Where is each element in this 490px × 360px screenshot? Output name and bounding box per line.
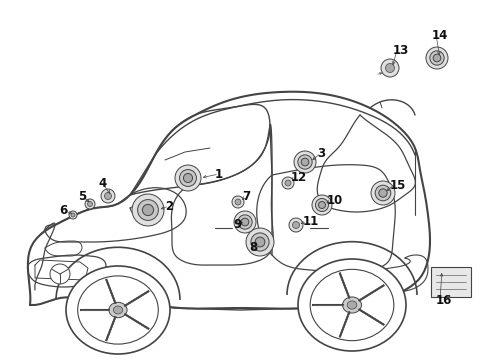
Circle shape xyxy=(298,155,312,169)
Circle shape xyxy=(104,193,112,199)
Circle shape xyxy=(101,189,115,203)
Text: 11: 11 xyxy=(303,215,319,228)
Circle shape xyxy=(179,170,196,186)
Circle shape xyxy=(294,151,316,173)
Circle shape xyxy=(71,213,75,217)
Circle shape xyxy=(386,63,394,72)
Ellipse shape xyxy=(66,266,170,354)
Ellipse shape xyxy=(347,301,357,309)
Text: 3: 3 xyxy=(317,147,325,159)
Circle shape xyxy=(138,199,158,220)
Circle shape xyxy=(255,237,265,247)
Ellipse shape xyxy=(310,269,394,341)
Text: 12: 12 xyxy=(291,171,307,184)
Circle shape xyxy=(316,198,328,212)
Text: 5: 5 xyxy=(78,189,86,202)
Circle shape xyxy=(289,218,303,232)
Text: 13: 13 xyxy=(393,44,409,57)
Ellipse shape xyxy=(343,297,362,313)
Circle shape xyxy=(232,196,244,208)
Circle shape xyxy=(379,189,387,197)
Ellipse shape xyxy=(78,276,158,344)
Circle shape xyxy=(293,221,299,229)
Text: 10: 10 xyxy=(327,194,343,207)
Text: 8: 8 xyxy=(249,240,257,253)
Circle shape xyxy=(312,195,332,215)
Circle shape xyxy=(246,228,274,256)
Text: 1: 1 xyxy=(215,167,223,180)
Ellipse shape xyxy=(298,259,406,351)
Circle shape xyxy=(234,211,256,233)
Circle shape xyxy=(50,264,70,284)
Circle shape xyxy=(251,233,269,251)
Circle shape xyxy=(371,181,395,205)
Text: 7: 7 xyxy=(242,189,250,202)
Circle shape xyxy=(285,180,291,186)
Text: 6: 6 xyxy=(59,203,67,216)
Circle shape xyxy=(282,177,294,189)
Text: 4: 4 xyxy=(98,176,106,189)
Circle shape xyxy=(426,47,448,69)
Text: 14: 14 xyxy=(432,28,448,41)
Circle shape xyxy=(69,211,77,219)
Circle shape xyxy=(318,202,325,208)
Circle shape xyxy=(235,199,241,205)
Circle shape xyxy=(301,158,309,166)
Circle shape xyxy=(238,215,252,229)
Text: 2: 2 xyxy=(165,199,173,212)
Circle shape xyxy=(132,194,164,226)
Circle shape xyxy=(85,199,95,209)
Circle shape xyxy=(433,54,441,62)
Ellipse shape xyxy=(113,306,122,314)
Ellipse shape xyxy=(109,302,127,318)
FancyBboxPatch shape xyxy=(431,267,471,297)
Circle shape xyxy=(88,202,93,207)
Circle shape xyxy=(375,185,391,201)
Circle shape xyxy=(241,218,249,226)
Circle shape xyxy=(381,59,399,77)
Circle shape xyxy=(175,165,201,191)
Circle shape xyxy=(143,204,153,216)
Text: 15: 15 xyxy=(390,179,406,192)
Circle shape xyxy=(183,174,193,183)
Text: 16: 16 xyxy=(436,293,452,306)
Circle shape xyxy=(430,51,444,65)
Text: 9: 9 xyxy=(233,217,241,230)
